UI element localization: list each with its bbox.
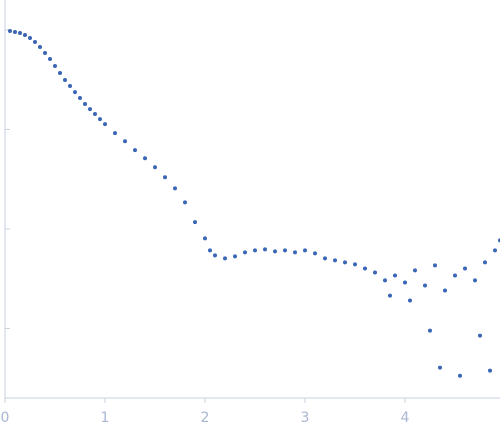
point — [323, 256, 327, 261]
point — [23, 32, 27, 37]
point — [8, 28, 12, 33]
point — [478, 333, 482, 338]
point — [13, 29, 17, 34]
point — [133, 148, 137, 153]
point — [123, 139, 127, 144]
point — [113, 131, 117, 136]
point — [313, 251, 317, 256]
point — [93, 111, 97, 116]
point — [293, 250, 297, 255]
point — [223, 256, 227, 261]
point — [428, 328, 432, 333]
point — [53, 64, 57, 69]
point — [433, 263, 437, 268]
point — [68, 84, 72, 89]
point — [403, 280, 407, 285]
point — [48, 57, 52, 62]
point — [473, 278, 477, 283]
point — [453, 273, 457, 278]
point — [73, 90, 77, 95]
x-tick-label: 1 — [101, 410, 110, 426]
point — [353, 262, 357, 267]
point — [83, 102, 87, 107]
point — [63, 78, 67, 83]
point — [343, 260, 347, 265]
point — [88, 107, 92, 112]
point — [423, 283, 427, 288]
point — [163, 175, 167, 180]
point — [463, 266, 467, 271]
point — [153, 165, 157, 170]
point — [373, 270, 377, 275]
point — [383, 278, 387, 283]
point — [213, 253, 217, 258]
point — [98, 117, 102, 122]
point — [458, 373, 462, 378]
point — [183, 200, 187, 205]
point — [413, 268, 417, 273]
point — [38, 45, 42, 50]
point — [203, 236, 207, 241]
x-tick-label: 2 — [201, 410, 210, 426]
x-tick-label: 0 — [1, 410, 10, 426]
x-tick-label: 3 — [301, 410, 310, 426]
point — [263, 247, 267, 252]
point — [18, 30, 22, 35]
point — [388, 293, 392, 298]
point — [243, 250, 247, 255]
point — [443, 288, 447, 293]
point — [173, 186, 177, 191]
point — [303, 248, 307, 253]
point — [393, 273, 397, 278]
point — [103, 122, 107, 127]
point — [28, 35, 32, 40]
point — [253, 248, 257, 253]
point — [273, 249, 277, 254]
point — [363, 266, 367, 271]
point — [483, 260, 487, 265]
point — [233, 254, 237, 259]
point — [58, 71, 62, 76]
point — [33, 39, 37, 44]
point — [283, 248, 287, 253]
point — [143, 156, 147, 161]
point — [208, 248, 212, 253]
point — [438, 365, 442, 370]
point — [43, 50, 47, 55]
point — [493, 248, 497, 253]
point — [78, 96, 82, 101]
x-tick-label: 4 — [401, 410, 410, 426]
point — [488, 368, 492, 373]
point — [193, 220, 197, 225]
point — [408, 298, 412, 303]
point — [333, 258, 337, 263]
